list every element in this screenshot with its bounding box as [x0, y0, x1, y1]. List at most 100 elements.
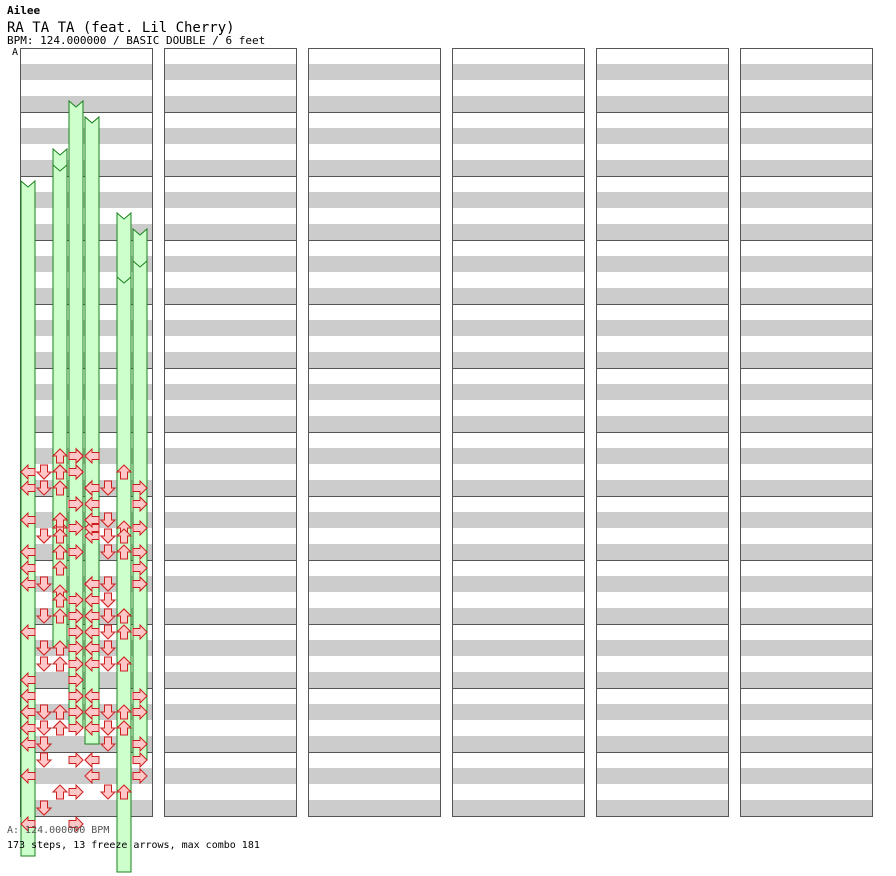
measure-stripe — [452, 64, 585, 80]
measure-stripe — [164, 96, 297, 112]
arrow-left-icon — [84, 767, 100, 785]
arrow-up-icon — [115, 544, 133, 560]
measure-stripe — [452, 704, 585, 720]
arrow-right-icon — [132, 575, 148, 593]
arrow-right-icon — [132, 751, 148, 769]
arrow-right-icon — [132, 479, 148, 497]
measure-stripe — [596, 288, 729, 304]
arrow-left-icon — [84, 623, 100, 641]
measure-stripe — [452, 128, 585, 144]
measure-stripe — [596, 544, 729, 560]
arrow-down-icon — [35, 608, 53, 624]
arrow-down-icon — [35, 640, 53, 656]
arrow-left-icon — [20, 543, 36, 561]
arrow-down-icon — [35, 576, 53, 592]
measure-stripe — [596, 768, 729, 784]
arrow-up-icon — [115, 464, 133, 480]
freeze-arrow — [52, 163, 68, 649]
arrow-right-icon — [132, 519, 148, 537]
measure-stripe — [596, 704, 729, 720]
measure-stripe — [452, 608, 585, 624]
arrow-left-icon — [20, 767, 36, 785]
arrow-left-icon — [20, 735, 36, 753]
footer-bpm: A: 124.000000 BPM — [7, 825, 110, 836]
measure-stripe — [596, 800, 729, 816]
measure-stripe — [740, 128, 873, 144]
measure-stripe — [452, 384, 585, 400]
measure-stripe — [308, 96, 441, 112]
arrow-left-icon — [84, 479, 100, 497]
measure-stripe — [452, 576, 585, 592]
measure-stripe — [164, 800, 297, 816]
arrow-right-icon — [68, 623, 84, 641]
arrow-left-icon — [20, 671, 36, 689]
measure-stripe — [740, 224, 873, 240]
measure-stripe — [740, 736, 873, 752]
measure-stripe — [308, 576, 441, 592]
arrow-right-icon — [68, 703, 84, 721]
measure-stripe — [452, 160, 585, 176]
arrow-up-icon — [115, 608, 133, 624]
arrow-up-icon — [115, 704, 133, 720]
arrow-right-icon — [132, 495, 148, 513]
arrow-left-icon — [84, 703, 100, 721]
arrow-right-icon — [68, 495, 84, 513]
arrow-up-icon — [51, 592, 69, 608]
measure-stripe — [740, 768, 873, 784]
arrow-left-icon — [84, 751, 100, 769]
arrow-up-icon — [51, 512, 69, 528]
arrow-right-icon — [132, 703, 148, 721]
measure-stripe — [452, 640, 585, 656]
arrow-down-icon — [99, 720, 117, 736]
arrow-down-icon — [99, 784, 117, 800]
measure-block — [452, 752, 585, 817]
measure-stripe — [740, 480, 873, 496]
measure-stripe — [740, 640, 873, 656]
artist-name: Ailee — [7, 4, 41, 17]
measure-stripe — [164, 352, 297, 368]
arrow-right-icon — [132, 623, 148, 641]
arrow-left-icon — [84, 639, 100, 657]
measure-stripe — [596, 672, 729, 688]
arrow-up-icon — [51, 656, 69, 672]
measure-stripe — [452, 672, 585, 688]
arrow-down-icon — [35, 752, 53, 768]
measure-stripe — [596, 320, 729, 336]
measure-stripe — [740, 608, 873, 624]
measure-stripe — [596, 64, 729, 80]
measure-stripe — [308, 416, 441, 432]
arrow-down-icon — [99, 512, 117, 528]
measure-stripe — [452, 192, 585, 208]
measure-stripe — [452, 288, 585, 304]
measure-stripe — [452, 800, 585, 816]
measure-stripe — [164, 448, 297, 464]
arrow-down-icon — [35, 528, 53, 544]
arrow-down-icon — [35, 704, 53, 720]
arrow-down-icon — [99, 624, 117, 640]
arrow-up-icon — [51, 528, 69, 544]
arrow-right-icon — [68, 463, 84, 481]
arrow-left-icon — [20, 703, 36, 721]
arrow-up-icon — [51, 448, 69, 464]
arrow-up-icon — [51, 640, 69, 656]
measure-stripe — [740, 384, 873, 400]
measure-stripe — [164, 512, 297, 528]
measure-stripe — [308, 384, 441, 400]
measure-stripe — [596, 416, 729, 432]
arrow-left-icon — [20, 575, 36, 593]
measure-stripe — [452, 224, 585, 240]
measure-stripe — [164, 64, 297, 80]
arrow-down-icon — [99, 608, 117, 624]
arrow-left-icon — [20, 511, 36, 529]
measure-stripe — [308, 128, 441, 144]
measure-stripe — [164, 576, 297, 592]
arrow-down-icon — [99, 576, 117, 592]
measure-stripe — [596, 512, 729, 528]
measure-stripe — [308, 640, 441, 656]
measure-stripe — [164, 704, 297, 720]
measure-stripe — [596, 160, 729, 176]
arrow-right-icon — [68, 815, 84, 833]
measure-stripe — [740, 544, 873, 560]
arrow-up-icon — [51, 480, 69, 496]
arrow-down-icon — [99, 528, 117, 544]
